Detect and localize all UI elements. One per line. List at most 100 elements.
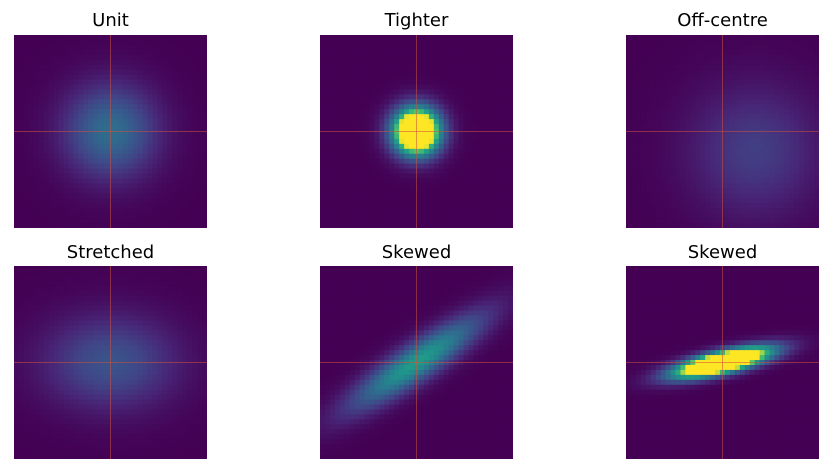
heatmap-cell bbox=[324, 178, 331, 185]
heatmap-cell bbox=[809, 178, 815, 185]
heatmap-cell bbox=[78, 163, 84, 170]
heatmap-cell bbox=[645, 44, 652, 51]
heatmap-cell bbox=[749, 193, 756, 199]
heatmap-cell bbox=[117, 39, 124, 46]
heatmap-cell bbox=[660, 178, 667, 185]
heatmap-cell bbox=[705, 193, 711, 199]
heatmap-cell bbox=[493, 79, 499, 86]
heatmap-cell bbox=[197, 305, 203, 312]
heatmap-cell bbox=[127, 188, 134, 194]
heatmap-cell bbox=[764, 198, 771, 204]
heatmap-cell bbox=[690, 148, 696, 155]
heatmap-cell bbox=[33, 124, 40, 130]
heatmap-cell bbox=[650, 163, 657, 170]
heatmap-cell bbox=[38, 124, 45, 130]
heatmap-cell bbox=[88, 198, 94, 204]
heatmap-cell bbox=[724, 188, 731, 194]
heatmap-cell bbox=[374, 44, 380, 51]
heatmap-cell bbox=[799, 74, 805, 81]
heatmap-cell bbox=[152, 114, 159, 120]
heatmap-cell bbox=[374, 49, 380, 56]
heatmap-cell bbox=[468, 163, 475, 170]
heatmap-cell bbox=[453, 119, 460, 125]
heatmap-cell bbox=[493, 178, 499, 185]
heatmap-cell bbox=[503, 114, 509, 120]
heatmap-cell bbox=[814, 178, 819, 185]
heatmap-cell bbox=[769, 99, 776, 105]
heatmap-cell bbox=[428, 35, 435, 41]
heatmap-cell bbox=[680, 223, 686, 228]
heatmap-cell bbox=[700, 223, 706, 228]
heatmap-cell bbox=[784, 64, 790, 71]
heatmap-cell bbox=[93, 35, 99, 41]
heatmap-cell bbox=[18, 35, 25, 41]
heatmap-cell bbox=[152, 168, 159, 175]
heatmap-cell bbox=[478, 124, 484, 130]
heatmap-cell bbox=[498, 94, 504, 100]
heatmap-cell bbox=[68, 124, 74, 130]
heatmap-cell bbox=[369, 104, 376, 110]
heatmap-cell bbox=[103, 54, 109, 61]
heatmap-cell bbox=[329, 188, 336, 194]
heatmap-cell bbox=[88, 59, 94, 66]
heatmap-cell bbox=[103, 223, 109, 228]
heatmap-cell bbox=[680, 208, 686, 214]
heatmap-cell bbox=[83, 218, 89, 224]
heatmap-cell bbox=[78, 188, 84, 194]
heatmap-cell bbox=[665, 163, 672, 170]
heatmap-cell bbox=[769, 54, 776, 61]
heatmap-cell bbox=[493, 203, 499, 209]
heatmap-cell bbox=[409, 198, 415, 204]
heatmap-cell bbox=[88, 305, 94, 312]
heatmap-cell bbox=[665, 213, 672, 219]
heatmap-cell bbox=[122, 138, 129, 145]
heatmap-cell bbox=[103, 285, 109, 292]
heatmap-cell bbox=[364, 133, 371, 140]
heatmap-cell bbox=[764, 203, 771, 209]
heatmap-cell bbox=[172, 290, 178, 297]
heatmap-cell bbox=[754, 143, 761, 150]
heatmap-cell bbox=[749, 59, 756, 66]
heatmap-cell bbox=[404, 173, 410, 180]
heatmap-cell bbox=[764, 193, 771, 199]
heatmap-cell bbox=[695, 35, 701, 41]
heatmap-cell bbox=[814, 104, 819, 110]
heatmap-cell bbox=[409, 94, 415, 100]
heatmap-cell bbox=[23, 290, 30, 297]
heatmap-cell bbox=[23, 119, 30, 125]
heatmap-cell bbox=[799, 203, 805, 209]
heatmap-cell bbox=[394, 158, 400, 165]
heatmap-cell bbox=[690, 104, 696, 110]
heatmap-cell bbox=[88, 94, 94, 100]
heatmap-cell bbox=[394, 178, 400, 185]
heatmap-cell bbox=[685, 44, 691, 51]
heatmap-cell bbox=[28, 54, 35, 61]
heatmap-cell bbox=[53, 300, 60, 307]
heatmap-cell bbox=[645, 188, 652, 194]
heatmap-cell bbox=[404, 109, 410, 115]
heatmap-cell bbox=[137, 183, 144, 190]
heatmap-cell bbox=[142, 49, 149, 56]
heatmap-cell bbox=[202, 183, 207, 190]
heatmap-cell bbox=[177, 218, 183, 224]
heatmap-cell bbox=[675, 203, 682, 209]
heatmap-cell bbox=[162, 275, 169, 282]
heatmap-cell bbox=[809, 69, 815, 76]
heatmap-cell bbox=[359, 203, 366, 209]
heatmap-cell bbox=[162, 49, 169, 56]
heatmap-cell bbox=[38, 295, 45, 302]
heatmap-cell bbox=[635, 84, 642, 91]
heatmap-cell bbox=[655, 223, 662, 228]
heatmap-cell bbox=[779, 119, 785, 125]
heatmap-cell bbox=[23, 49, 30, 56]
heatmap-cell bbox=[73, 59, 79, 66]
heatmap-cell bbox=[14, 183, 20, 190]
heatmap-cell bbox=[18, 208, 25, 214]
heatmap-cell bbox=[404, 208, 410, 214]
heatmap-cell bbox=[463, 64, 470, 71]
heatmap-cell bbox=[438, 143, 445, 150]
heatmap-cell bbox=[734, 35, 741, 41]
heatmap-cell bbox=[626, 158, 632, 165]
heatmap-cell bbox=[117, 138, 124, 145]
heatmap-cell bbox=[147, 290, 154, 297]
